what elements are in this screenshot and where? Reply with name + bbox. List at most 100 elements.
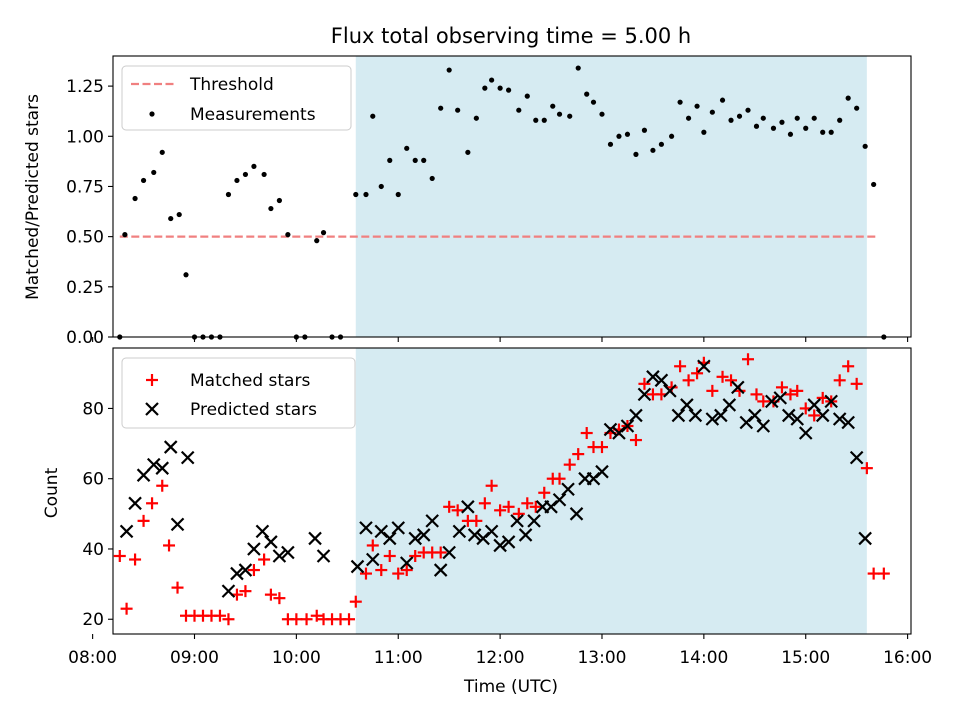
measurement-point [669, 133, 675, 139]
measurement-point [242, 171, 249, 178]
predicted-star-point [408, 531, 422, 546]
matched-star-point [146, 497, 159, 510]
predicted-star-point [359, 521, 373, 535]
predicted-star-point [798, 426, 813, 440]
matched-star-point [137, 514, 150, 527]
measurement-point [506, 87, 512, 93]
series-predicted-stars [119, 359, 872, 598]
predicted-star-point [308, 531, 322, 546]
predicted-star-point [433, 563, 448, 577]
predicted-star-point [561, 482, 575, 497]
measurement-point [753, 123, 760, 129]
measurement-point [489, 77, 495, 83]
matched-star-point [375, 564, 388, 577]
predicted-star-point [654, 373, 669, 388]
measurement-point [811, 115, 817, 121]
predicted-star-point [620, 419, 635, 433]
predicted-star-point [230, 566, 244, 581]
predicted-star-point [467, 528, 482, 542]
matched-star-point [842, 360, 855, 373]
predicted-star-point [136, 468, 151, 482]
measurement-point [446, 67, 452, 73]
y-tick-label: 0.25 [66, 278, 104, 298]
plot-frame [112, 347, 912, 635]
matched-star-point [521, 497, 534, 510]
predicted-star-point [180, 450, 195, 465]
measurement-point [261, 171, 267, 178]
measurement-point [624, 131, 631, 137]
chart-title: Flux total observing time = 5.00 h [331, 24, 691, 48]
y-tick-label: 60 [82, 470, 104, 490]
matched-star-point [808, 409, 821, 422]
matched-star-point [877, 567, 890, 580]
measurement-point [828, 129, 834, 135]
matched-star-point [434, 546, 447, 559]
plot-frame [112, 55, 912, 338]
measurement-point [845, 95, 851, 101]
predicted-star-point [595, 464, 609, 479]
measurement-point [709, 109, 715, 115]
matched-star-point [470, 514, 483, 527]
predicted-star-point [264, 535, 278, 549]
predicted-star-point [146, 457, 161, 472]
matched-star-point [239, 585, 252, 598]
ratio-panel: 0.00 0.25 0.50 0.75 1.00 1.25 Matched/Predict… [23, 55, 912, 348]
measurement-point [745, 107, 751, 113]
matched-star-point [674, 360, 687, 373]
predicted-star-point [858, 531, 872, 546]
y-tick-label: 1.00 [66, 127, 104, 147]
predicted-star-point [382, 531, 397, 546]
matched-star-point [725, 374, 738, 387]
measurement-point [541, 117, 547, 123]
x-axis-label: Time (UTC) [463, 677, 558, 697]
matched-star-point [867, 567, 880, 580]
measurement-point [168, 215, 174, 222]
matched-star-point [750, 388, 763, 401]
matched-star-point [706, 384, 719, 397]
predicted-star-point [221, 584, 236, 598]
predicted-star-point [501, 535, 516, 549]
measurement-point [760, 115, 766, 121]
predicted-star-point [163, 440, 178, 454]
predicted-star-point [841, 415, 855, 430]
measurement-point [533, 117, 539, 123]
measurement-point [677, 99, 683, 105]
y-tick-label: 20 [82, 610, 104, 630]
measurement-point [473, 115, 479, 121]
predicted-star-point [493, 538, 507, 553]
matched-star-point [290, 613, 303, 626]
measurement-point [584, 91, 590, 97]
measurement-point [658, 141, 665, 147]
x-tick-label: 16:00 [883, 648, 932, 668]
matched-star-point [850, 377, 863, 390]
matched-star-point [682, 374, 695, 387]
measurement-point [787, 131, 794, 137]
predicted-star-point [705, 412, 720, 426]
matched-star-point [572, 448, 585, 461]
predicted-star-point [170, 517, 185, 532]
predicted-star-point [510, 514, 524, 528]
measurement-point [599, 111, 605, 117]
matched-star-point [213, 609, 226, 622]
x-tick-label: 15:00 [781, 648, 830, 668]
measurement-point [524, 93, 530, 99]
measurement-point [694, 103, 700, 109]
predicted-star-point [671, 408, 686, 423]
predicted-star-point [350, 559, 365, 574]
predicted-star-point [247, 542, 261, 556]
predicted-star-point [781, 408, 796, 423]
legend-matched-label: Matched stars [190, 371, 310, 391]
matched-star-point [553, 472, 566, 485]
matched-star-point [494, 504, 507, 517]
x-tick-label: 11:00 [374, 648, 423, 668]
measurement-point [363, 191, 369, 198]
measurement-point [575, 65, 581, 71]
matched-star-point [563, 458, 576, 471]
predicted-star-point [255, 524, 270, 539]
measurement-point [728, 117, 734, 123]
measurement-point [353, 191, 359, 198]
predicted-star-point [680, 398, 694, 412]
legend-predicted-label: Predicted stars [190, 400, 317, 420]
matched-star-point [833, 374, 846, 387]
matched-star-point [300, 613, 313, 626]
